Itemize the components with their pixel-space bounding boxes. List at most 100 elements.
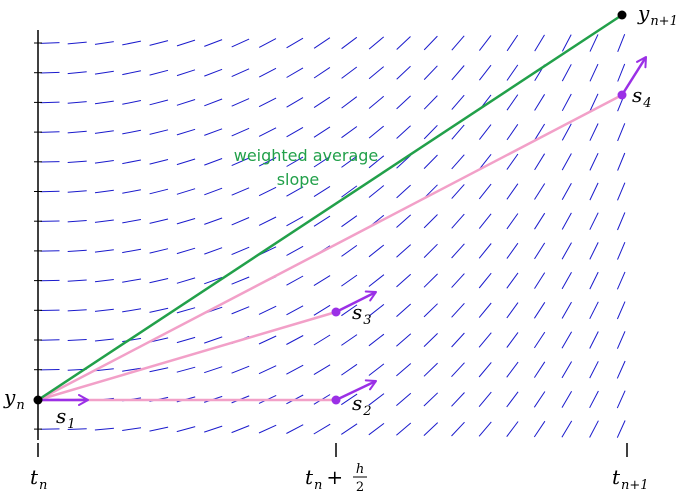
slope-field-segment bbox=[452, 244, 465, 258]
slope-field-segment bbox=[452, 95, 464, 109]
slope-field-segment bbox=[397, 126, 411, 139]
slope-field-segment bbox=[150, 249, 168, 253]
chord-s4 bbox=[38, 95, 622, 400]
slope-field-segment bbox=[590, 332, 599, 349]
slope-field-segment bbox=[424, 333, 438, 346]
weighted-average-line bbox=[38, 15, 622, 400]
slope-field-segment bbox=[590, 421, 599, 438]
slope-field-segment bbox=[204, 99, 222, 106]
slope-field-segment bbox=[341, 335, 357, 346]
slope-field-segment bbox=[562, 302, 571, 318]
slope-field-segment bbox=[479, 244, 491, 259]
slope-field-segment bbox=[95, 339, 114, 341]
slope-field-segment bbox=[369, 275, 384, 287]
slope-field-segment bbox=[177, 129, 195, 135]
slope-field-segment bbox=[204, 159, 222, 166]
slope-field-segment bbox=[287, 217, 304, 226]
slope-field-segment bbox=[232, 188, 249, 195]
slope-field-segment bbox=[259, 128, 276, 137]
slope-field-segment bbox=[68, 280, 87, 281]
slope-field-segment bbox=[68, 310, 87, 311]
svg-text:tn+: tn+ bbox=[305, 465, 343, 493]
slope-field-segment bbox=[41, 132, 60, 133]
slope-field-segment bbox=[68, 102, 87, 104]
slope-field-segment bbox=[424, 215, 437, 228]
point-yn bbox=[34, 396, 43, 405]
slope-field-segment bbox=[534, 302, 544, 318]
slope-field-segment bbox=[122, 220, 141, 223]
slope-field-segment bbox=[424, 155, 437, 169]
slope-field-segment bbox=[122, 130, 141, 134]
slope-field-segment bbox=[68, 250, 87, 251]
slope-field-segment bbox=[314, 67, 330, 78]
slope-field-segment bbox=[122, 160, 141, 164]
slope-field-segment bbox=[369, 67, 384, 79]
slope-field-segment bbox=[286, 336, 303, 345]
svg-text:h: h bbox=[356, 462, 364, 477]
slope-field-segment bbox=[452, 184, 465, 198]
slope-field-segment bbox=[590, 124, 598, 141]
slope-field-segment bbox=[232, 128, 249, 136]
slope-field-segment bbox=[479, 333, 491, 348]
slope-field-segment bbox=[369, 186, 384, 198]
slope-field-segment bbox=[507, 422, 518, 437]
slope-field-segment bbox=[232, 426, 250, 433]
slope-field-segment bbox=[617, 302, 625, 319]
slope-field-segment bbox=[41, 72, 60, 73]
slope-field-segment bbox=[424, 304, 438, 317]
slope-field-segment bbox=[618, 64, 625, 82]
slope-field-segment bbox=[397, 304, 411, 317]
slope-field-segment bbox=[68, 42, 87, 44]
slope-field-segment bbox=[590, 391, 599, 408]
slope-field-segment bbox=[562, 272, 571, 289]
slope-field-segment bbox=[177, 159, 195, 165]
slope-field-segment bbox=[590, 64, 598, 81]
slope-field-segment bbox=[122, 249, 141, 252]
slope-field-segment bbox=[150, 189, 168, 194]
slope-field-segment bbox=[424, 244, 437, 257]
slope-field-segment bbox=[507, 95, 518, 111]
slope-field-segment bbox=[369, 126, 384, 138]
slope-field-segment bbox=[95, 190, 114, 192]
slope-field-segment bbox=[95, 280, 114, 282]
slope-field-segment bbox=[479, 35, 491, 50]
slope-field-segment bbox=[204, 218, 222, 224]
slope-field-segment bbox=[314, 127, 330, 137]
slope-field-segment bbox=[424, 274, 438, 287]
slope-field-segment bbox=[122, 309, 141, 312]
slope-field-segment bbox=[535, 94, 545, 110]
slope-field-segment bbox=[95, 220, 114, 222]
slope-field-segment bbox=[452, 333, 465, 347]
slope-field-segment bbox=[452, 214, 465, 228]
slope-field-segment bbox=[397, 215, 411, 228]
slope-field-segment bbox=[177, 100, 195, 106]
slope-field-segment bbox=[204, 129, 222, 136]
slope-field-segment bbox=[397, 185, 411, 198]
slope-field-segment bbox=[617, 331, 625, 348]
slope-field-segment bbox=[535, 273, 545, 289]
slope-field-segment bbox=[287, 98, 303, 108]
slope-field-segment bbox=[590, 153, 598, 170]
slope-field-segment bbox=[287, 68, 303, 78]
label-s3: s3 bbox=[352, 300, 372, 328]
slope-field-segment bbox=[95, 250, 114, 252]
slope-field-segment bbox=[177, 278, 195, 283]
slope-field-segment bbox=[232, 277, 250, 284]
label-yn1: yn+1 bbox=[637, 1, 678, 29]
slope-field-segment bbox=[618, 34, 625, 52]
slope-field-segment bbox=[452, 36, 464, 50]
point-s3 bbox=[332, 308, 341, 317]
slope-field-segment bbox=[259, 306, 276, 314]
slope-field-segment bbox=[369, 423, 384, 434]
slope-field-segment bbox=[314, 365, 330, 375]
slope-field-segment bbox=[232, 247, 250, 254]
slope-field-segment bbox=[259, 187, 276, 195]
slope-field-segment bbox=[342, 127, 357, 138]
slope-field-segment bbox=[424, 363, 438, 376]
slope-field-segment bbox=[618, 242, 625, 259]
slope-field-segment bbox=[341, 364, 357, 375]
label-s1: s1 bbox=[56, 404, 76, 432]
slope-field-segment bbox=[397, 96, 411, 109]
slope-field-segment bbox=[342, 245, 357, 256]
slope-field-segment bbox=[177, 337, 195, 342]
